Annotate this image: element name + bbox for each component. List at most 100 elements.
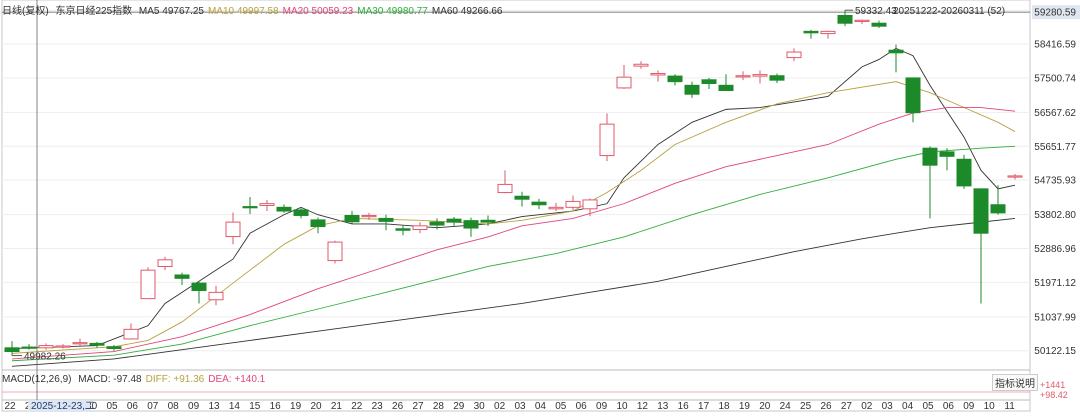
ma-line-ma20 [11,107,1016,360]
indicator-help-button[interactable]: 指标说明 [992,374,1038,391]
date-tick-label: 17 [698,401,710,412]
candle-down [973,188,989,304]
candle-body [191,282,207,292]
candle-down [293,208,309,219]
crosshair-date-tag [28,400,90,412]
candle-body [820,30,836,35]
date-tick-label: 20 [310,401,322,412]
price-axis-label: 52886.96 [1034,244,1076,255]
candle-down [905,77,921,123]
candle-down [344,211,360,224]
candle-up [582,198,598,217]
date-tick-label: 10 [984,401,996,412]
candle-body [837,14,853,24]
candle-down [701,77,717,90]
instrument-name: 东京日经225指数 [55,6,133,17]
candle-body [803,30,819,34]
candle-up [633,61,649,69]
candle-down [480,215,496,226]
macd-axis-label: +1441 [1040,380,1065,390]
ma-line-ma30 [11,145,1016,362]
ma-line-ma60 [11,217,1016,367]
date-tick-label: 23 [372,401,384,412]
candle-body [599,123,615,157]
candle-down [514,191,530,207]
candle-body [4,347,20,353]
date-tick-label: 29 [453,401,465,412]
date-tick-label: 03 [882,401,894,412]
candle-body [531,201,547,206]
candle-up [72,338,88,346]
date-tick-label: 08 [168,401,180,412]
date-tick-label: 22 [351,401,363,412]
candle-body [123,328,139,340]
candle-body [344,214,360,223]
macd-axis-label: +98.42 [1040,390,1068,400]
candle-body [225,221,241,238]
candle-up [735,71,751,81]
candle-down [531,198,547,210]
date-tick-label: 02 [494,401,506,412]
date-tick-label: 15 [249,401,261,412]
candle-body [157,259,173,267]
candle-up [361,212,377,220]
candle-down [242,196,258,214]
price-axis-label: 50122.15 [1034,346,1076,357]
date-tick-label: 06 [943,401,955,412]
candle-up [548,202,564,212]
candle-body [786,51,802,59]
candle-down [837,10,853,27]
candle-down [463,217,479,237]
price-axis-label: 59280.59 [1034,8,1076,19]
date-tick-label: 05 [555,401,567,412]
chart-frame [1,0,1031,412]
candle-up [412,222,428,234]
date-tick-label: 09 [963,401,975,412]
candle-body [140,269,156,300]
candle-body [990,204,1006,214]
macd-value-item: DIFF: +91.36 [145,374,205,385]
candle-body [463,220,479,229]
candle-body [582,199,598,210]
candle-down [956,154,972,189]
date-tick-label: 10 [616,401,628,412]
candle-down [395,225,411,236]
candle-body [55,345,71,348]
date-tick-label: 13 [657,401,669,412]
date-tick-label: 30 [474,401,486,412]
candle-body [480,219,496,223]
candle-up [616,65,632,90]
candle-up [1007,174,1023,180]
chart-header: 日线(复权) 东京日经225指数 MA5 49767.25 MA10 49997.… [2,2,510,17]
crosshair-date-label: 2025-12-23,二 [31,401,95,412]
price-axis-label: 51037.99 [1034,312,1076,323]
candle-down [276,204,292,213]
candle-body [310,219,326,228]
candle-body [888,49,904,54]
date-tick-label: 25 [800,401,812,412]
ma-legend-item: MA5 49767.25 [138,6,204,17]
candle-up [225,212,241,245]
candle-body [752,74,768,77]
candle-body [72,342,88,345]
candle-body [378,217,394,222]
candle-down [990,185,1006,215]
period-label: 日线(复权) [2,6,49,17]
date-tick-label: 12 [637,401,649,412]
date-tick-label: 27 [841,401,853,412]
candle-up [259,199,275,212]
date-tick-label: 02 [861,401,873,412]
candle-body [89,342,105,346]
candle-body [1007,175,1023,178]
candle-body [293,209,309,216]
candle-body [395,228,411,231]
ma-legend-item: MA60 49266.66 [431,6,503,17]
price-axis-label: 57500.74 [1034,73,1076,84]
date-tick-label: 30 [86,401,98,412]
date-tick-label: 11 [1004,401,1015,412]
price-axis-label: 53802.80 [1034,210,1076,221]
candle-body [106,346,122,350]
candle-up [157,256,173,271]
candle-up [327,240,343,264]
